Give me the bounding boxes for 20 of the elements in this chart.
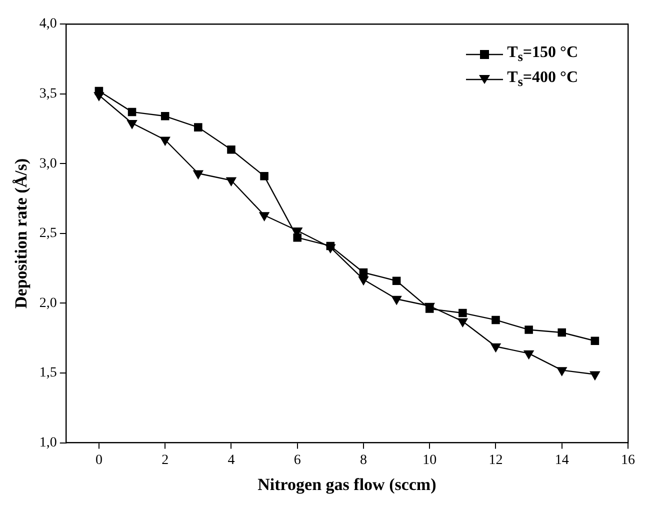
- y-axis-title: Deposition rate (Å/s): [12, 158, 31, 308]
- x-tick-label: 10: [422, 452, 437, 468]
- legend-label: T$_{s}$=400 °C: [507, 69, 578, 90]
- x-tick-label: 8: [360, 452, 367, 468]
- y-tick-label: 2,5: [39, 226, 57, 242]
- x-tick-label: 12: [488, 452, 503, 468]
- legend-label: T$_{s}$=150 °C: [507, 44, 578, 66]
- x-tick-label: 2: [162, 452, 169, 468]
- x-axis-title: Nitrogen gas flow (sccm): [258, 475, 436, 494]
- x-tick-label: 14: [554, 452, 569, 468]
- x-tick-label: 16: [621, 452, 635, 468]
- y-tick-label: 3,5: [39, 86, 57, 102]
- y-tick-label: 3,0: [39, 156, 57, 172]
- y-tick-label: 4,0: [39, 16, 57, 32]
- y-tick-label: 1,5: [39, 366, 57, 381]
- x-tick-label: 0: [95, 452, 102, 468]
- y-tick-label: 1,0: [39, 435, 57, 450]
- y-tick-label: 2,0: [39, 296, 57, 311]
- x-tick-label: 6: [294, 452, 301, 468]
- x-tick-label: 4: [228, 452, 235, 468]
